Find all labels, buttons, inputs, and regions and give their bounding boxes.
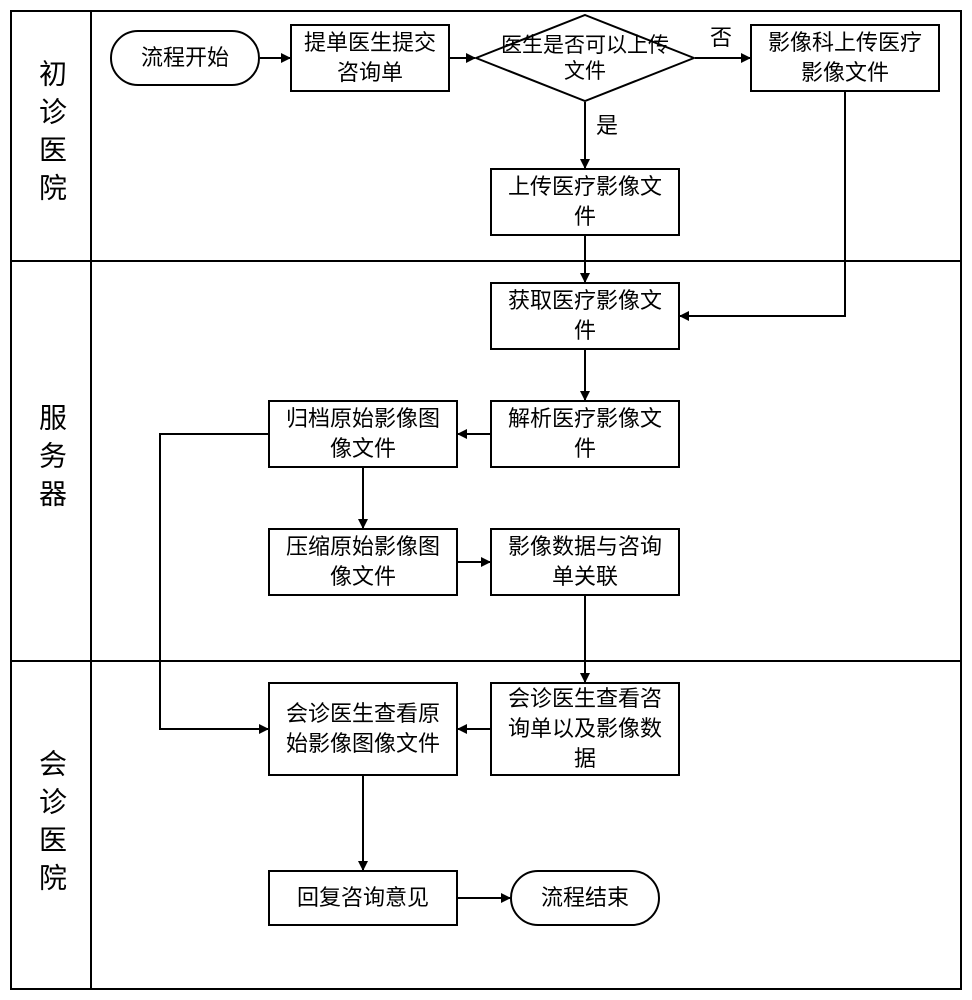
node-parse-label: 解析医疗影像文件: [500, 404, 670, 463]
node-reply-label: 回复咨询意见: [297, 883, 429, 913]
node-archive: 归档原始影像图像文件: [268, 400, 458, 468]
node-reply: 回复咨询意见: [268, 870, 458, 926]
edge-label-no: 否: [710, 20, 732, 52]
node-get-label: 获取医疗影像文件: [500, 286, 670, 345]
node-parse: 解析医疗影像文件: [490, 400, 680, 468]
node-get: 获取医疗影像文件: [490, 282, 680, 350]
edge-label-no-text: 否: [710, 25, 732, 50]
node-upload-label: 上传医疗影像文件: [500, 172, 670, 231]
node-submit-label: 提单医生提交咨询单: [300, 28, 440, 87]
node-vieworig-label: 会诊医生查看原始影像图像文件: [278, 699, 448, 758]
lane-label-1-wrap: 初诊医院: [20, 10, 80, 260]
lane-label-3: 会诊医院: [30, 749, 70, 901]
lane-divider-1: [10, 260, 962, 262]
node-imgdept-label: 影像科上传医疗影像文件: [760, 28, 930, 87]
node-vieworig: 会诊医生查看原始影像图像文件: [268, 682, 458, 776]
lane-label-divider: [90, 10, 92, 990]
lane-label-3-wrap: 会诊医院: [20, 660, 80, 990]
node-end: 流程结束: [510, 870, 660, 926]
node-viewdata: 会诊医生查看咨询单以及影像数据: [490, 682, 680, 776]
node-link: 影像数据与咨询单关联: [490, 528, 680, 596]
node-start-label: 流程开始: [141, 43, 229, 73]
node-decision-label: 医生是否可以上传文件: [497, 32, 673, 85]
node-start: 流程开始: [110, 30, 260, 86]
lane-label-1: 初诊医院: [30, 59, 70, 211]
lane-divider-2: [10, 660, 962, 662]
flowchart-canvas: 初诊医院 服务器 会诊医院 流程开始 提单医生提交咨询单 医生是否可以上传文件 …: [0, 0, 972, 1000]
edge-label-yes: 是: [596, 108, 618, 140]
node-archive-label: 归档原始影像图像文件: [278, 404, 448, 463]
node-end-label: 流程结束: [541, 883, 629, 913]
node-submit: 提单医生提交咨询单: [290, 24, 450, 92]
edge-label-yes-text: 是: [596, 113, 618, 138]
node-compress-label: 压缩原始影像图像文件: [278, 532, 448, 591]
outer-frame: [10, 10, 962, 990]
node-imgdept: 影像科上传医疗影像文件: [750, 24, 940, 92]
node-link-label: 影像数据与咨询单关联: [500, 532, 670, 591]
lane-label-2-wrap: 服务器: [20, 260, 80, 660]
node-compress: 压缩原始影像图像文件: [268, 528, 458, 596]
node-upload: 上传医疗影像文件: [490, 168, 680, 236]
lane-label-2: 服务器: [30, 403, 70, 517]
node-viewdata-label: 会诊医生查看咨询单以及影像数据: [500, 684, 670, 773]
node-decision-upload: 医生是否可以上传文件: [475, 14, 695, 102]
